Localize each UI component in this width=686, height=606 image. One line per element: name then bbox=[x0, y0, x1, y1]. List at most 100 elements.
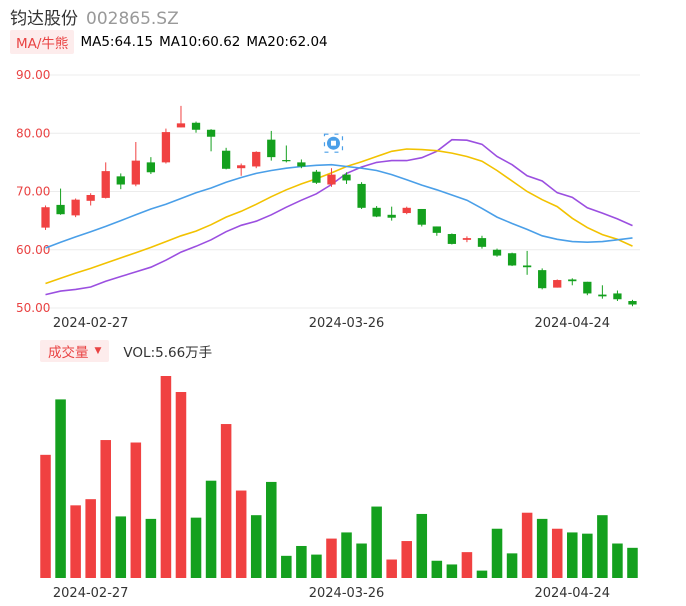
x-tick-label: 2024-04-24 bbox=[534, 316, 610, 331]
volume-bar bbox=[356, 543, 367, 578]
marker-frame bbox=[323, 133, 344, 153]
candle bbox=[477, 235, 487, 249]
volume-value: VOL:5.66万手 bbox=[123, 345, 213, 361]
candle bbox=[462, 236, 472, 243]
y-tick-label: 80.00 bbox=[16, 126, 50, 140]
candle-body bbox=[432, 226, 441, 233]
candle-body bbox=[598, 294, 607, 297]
candle-body bbox=[237, 165, 246, 169]
candle-body bbox=[417, 208, 426, 225]
y-tick-label: 70.00 bbox=[16, 185, 50, 199]
volume-bar bbox=[461, 552, 473, 578]
volume-x-axis: 2024-02-27 2024-03-26 2024-04-24 bbox=[53, 586, 610, 601]
volume-bar bbox=[326, 538, 337, 578]
candle bbox=[522, 250, 532, 275]
candle-body bbox=[86, 194, 95, 201]
candle bbox=[613, 290, 622, 302]
event-marker bbox=[323, 133, 344, 153]
ma-indicator-selector[interactable]: MA/牛熊 bbox=[10, 30, 75, 54]
candle-body bbox=[613, 293, 622, 300]
price-x-axis: 2024-02-27 2024-03-26 2024-04-24 bbox=[53, 316, 610, 331]
volume-bar bbox=[371, 506, 382, 578]
candle bbox=[41, 205, 50, 230]
candle bbox=[116, 173, 125, 190]
x-tick-label: 2024-03-26 bbox=[309, 316, 385, 331]
price-y-axis: 50.00 60.00 70.00 80.00 90.00 bbox=[16, 68, 50, 315]
candle-body bbox=[116, 176, 125, 185]
volume-bar bbox=[160, 376, 172, 578]
volume-bar bbox=[220, 424, 232, 578]
volume-bars bbox=[40, 376, 638, 578]
ma20-legend: MA20:62.04 bbox=[246, 34, 328, 50]
candle-body bbox=[146, 162, 156, 173]
candle-body bbox=[267, 139, 276, 158]
volume-bar bbox=[115, 516, 127, 578]
candle-body bbox=[56, 204, 65, 215]
candle bbox=[131, 141, 140, 187]
stock-code: 002865.SZ bbox=[86, 9, 179, 29]
candle bbox=[146, 157, 156, 175]
candle bbox=[357, 182, 366, 209]
volume-bar bbox=[85, 499, 96, 578]
y-tick-label: 60.00 bbox=[16, 243, 50, 257]
candle-body bbox=[387, 214, 396, 218]
candle bbox=[387, 206, 396, 221]
volume-bar bbox=[205, 480, 217, 578]
volume-bar bbox=[100, 440, 111, 578]
candlesticks bbox=[41, 105, 637, 307]
caret-down-icon: ▼ bbox=[94, 346, 102, 356]
candle bbox=[161, 128, 171, 164]
volume-indicator-selector[interactable]: 成交量 ▼ bbox=[40, 340, 110, 362]
volume-bar bbox=[386, 559, 397, 578]
volume-bar bbox=[40, 454, 51, 578]
volume-bar bbox=[70, 505, 81, 578]
candle bbox=[568, 278, 577, 286]
candle-body bbox=[206, 129, 216, 137]
volume-bar bbox=[416, 513, 428, 578]
stock-header: 钧达股份 002865.SZ bbox=[10, 4, 179, 29]
candle bbox=[191, 121, 201, 133]
candle bbox=[507, 252, 517, 267]
candle-body bbox=[402, 207, 411, 214]
volume-bar bbox=[341, 532, 352, 578]
y-tick-label: 90.00 bbox=[16, 68, 50, 82]
volume-bar bbox=[266, 481, 277, 578]
stock-name: 钧达股份 bbox=[10, 9, 78, 29]
candle bbox=[598, 285, 607, 299]
candle bbox=[71, 198, 80, 218]
candle-body bbox=[447, 234, 457, 244]
candle bbox=[538, 268, 547, 290]
candle-body bbox=[176, 123, 186, 128]
candle bbox=[372, 206, 381, 218]
x-tick-label: 2024-02-27 bbox=[53, 586, 129, 601]
volume-bar bbox=[190, 517, 202, 578]
price-grid bbox=[38, 74, 640, 309]
candle bbox=[297, 159, 306, 169]
candle bbox=[176, 105, 186, 128]
candle-body bbox=[492, 249, 502, 256]
volume-bar bbox=[521, 512, 533, 578]
candle-body bbox=[522, 265, 532, 268]
candle bbox=[221, 147, 231, 170]
candle-body bbox=[568, 279, 577, 282]
volume-bar bbox=[536, 518, 548, 578]
candle bbox=[101, 162, 110, 199]
candle-body bbox=[191, 122, 201, 130]
candle-body bbox=[553, 280, 562, 288]
x-tick-label: 2024-04-24 bbox=[534, 586, 610, 601]
volume-bar bbox=[506, 553, 518, 578]
candle-body bbox=[507, 253, 517, 266]
volume-bar bbox=[235, 490, 247, 578]
volume-bar bbox=[567, 532, 578, 578]
candle bbox=[56, 188, 65, 215]
candle-body bbox=[161, 132, 171, 163]
candle bbox=[267, 130, 276, 161]
candle-body bbox=[312, 171, 321, 183]
ma5-legend: MA5:64.15 bbox=[80, 34, 154, 50]
volume-bar bbox=[130, 442, 142, 578]
candle-body bbox=[538, 270, 547, 289]
volume-bar bbox=[582, 533, 593, 578]
volume-legend: 成交量 ▼ VOL:5.66万手 bbox=[40, 340, 213, 362]
candle-body bbox=[41, 207, 50, 228]
